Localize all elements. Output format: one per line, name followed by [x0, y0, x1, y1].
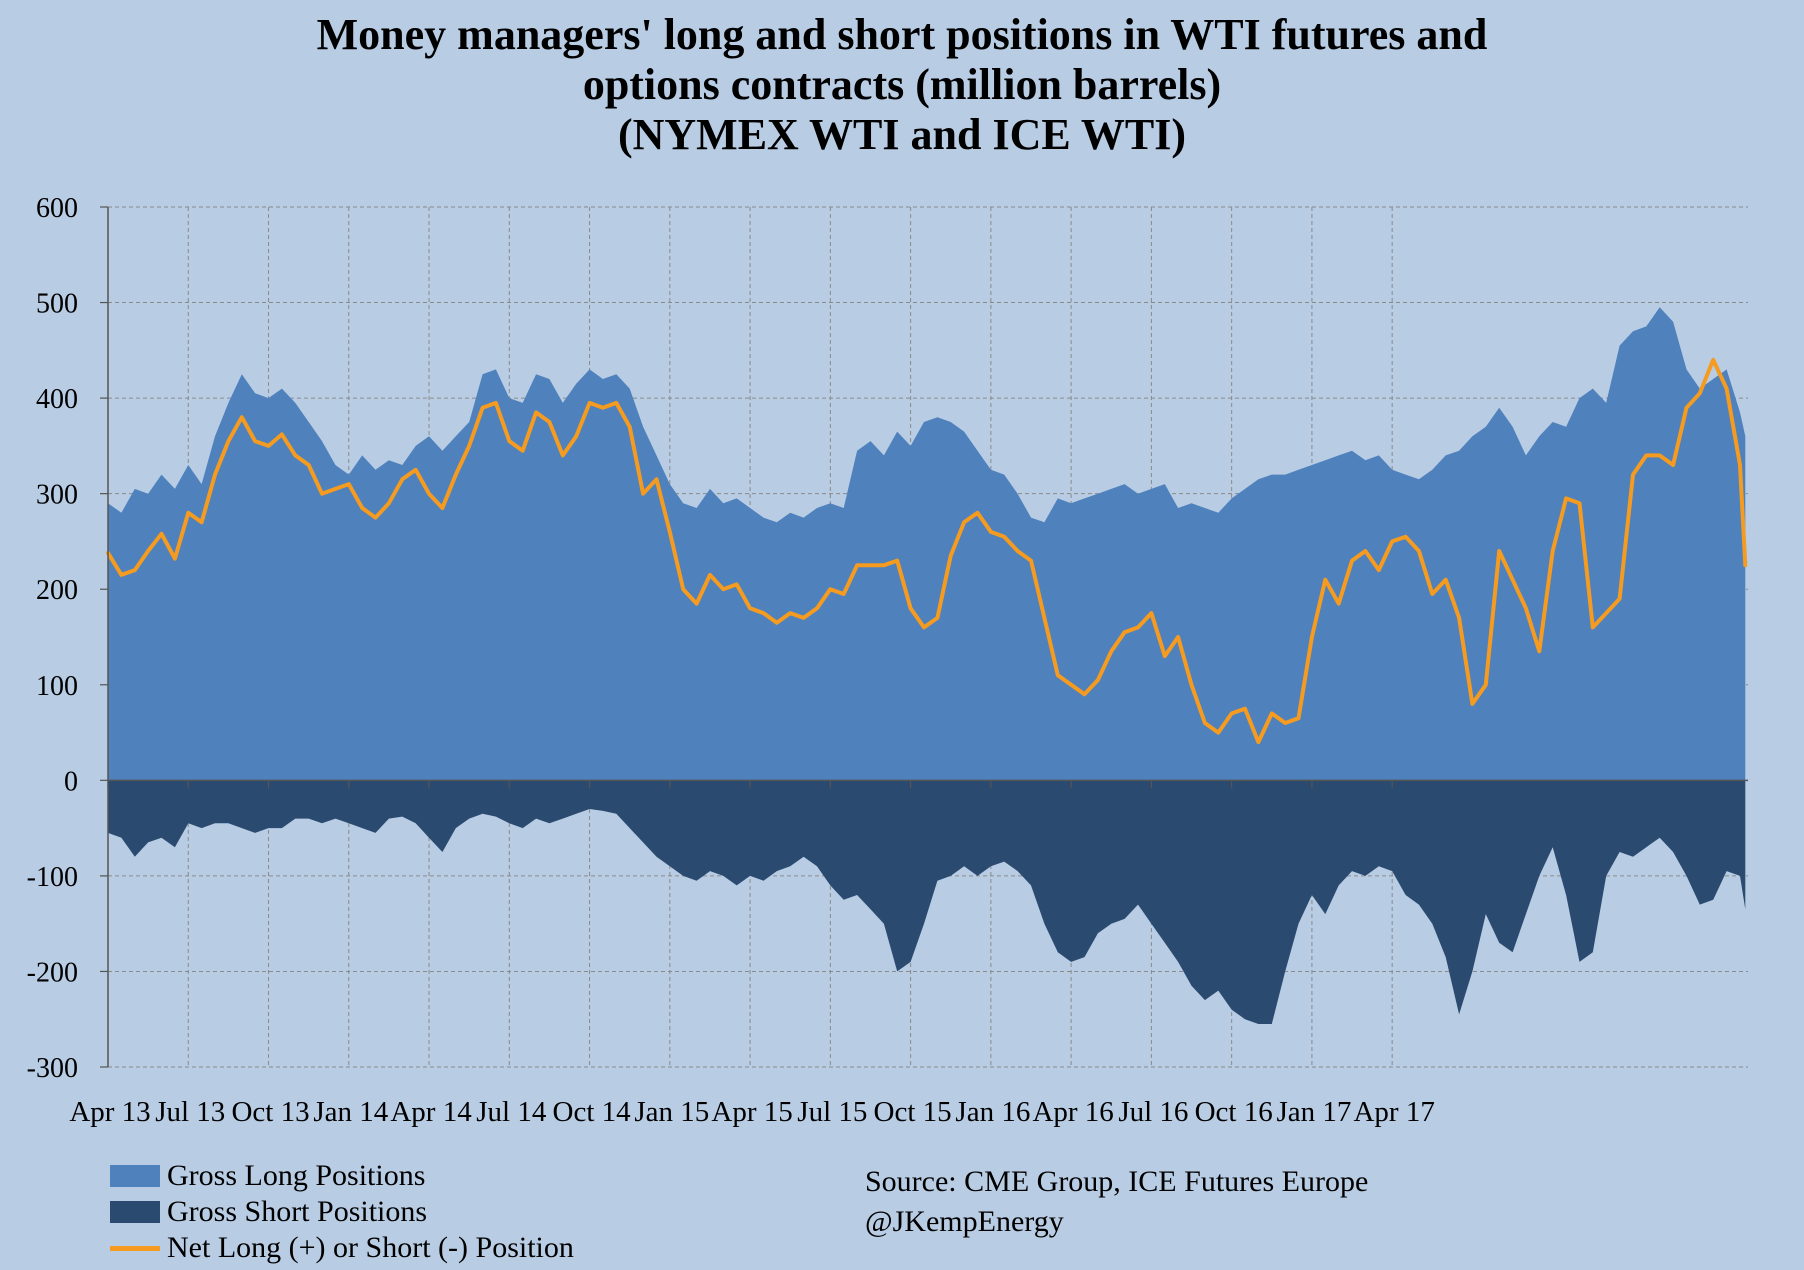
y-axis-tick-labels: 600 500 400 300 200 100 0 -100 -200 -300	[27, 193, 78, 1084]
y-tick-label: 600	[36, 193, 78, 224]
x-tick-label: Jul 15	[797, 1096, 867, 1128]
y-tick-label: 500	[36, 289, 78, 320]
x-axis-tick-labels: Apr 13 Jul 13 Oct 13 Jan 14 Apr 14 Jul 14 Oct …	[69, 1096, 1435, 1128]
x-tick-label: Jan 14	[313, 1096, 388, 1128]
legend-label-gross-short: Gross Short Positions	[167, 1195, 428, 1228]
x-tick-label: Jan 16	[955, 1096, 1030, 1128]
x-tick-label: Apr 14	[390, 1096, 472, 1128]
x-tick-label: Apr 13	[69, 1096, 150, 1128]
series-line-net-long-or-short-position	[106, 357, 1748, 745]
chart-title-line-2: options contracts (million barrels)	[582, 60, 1222, 109]
legend-swatch-gross-short	[110, 1201, 160, 1223]
y-tick-label: -100	[27, 862, 78, 893]
legend-label-gross-long: Gross Long Positions	[167, 1159, 426, 1192]
axes	[100, 206, 1748, 1068]
legend-swatch-gross-long	[110, 1165, 160, 1187]
chart-title-line-1: Money managers' long and short positions…	[316, 10, 1488, 59]
x-tick-label: Oct 15	[874, 1096, 952, 1128]
chart-title: Money managers' long and short positions…	[0, 10, 1804, 160]
y-tick-label: 400	[36, 384, 78, 415]
y-tick-label: 200	[36, 575, 78, 606]
x-tick-label: Jul 13	[155, 1096, 225, 1128]
source-note: Source: CME Group, ICE Futures Europe @J…	[865, 1162, 1368, 1242]
chart-title-line-3: (NYMEX WTI and ICE WTI)	[617, 110, 1187, 159]
author-handle: @JKempEnergy	[865, 1205, 1064, 1238]
series-area-gross-short-positions	[108, 780, 1746, 1024]
x-tick-label: Jul 14	[476, 1096, 547, 1128]
y-tick-label: 0	[64, 766, 78, 797]
y-tick-label: -300	[27, 1053, 78, 1084]
y-tick-label: -200	[27, 957, 78, 988]
y-tick-label: 300	[36, 480, 78, 511]
x-tick-label: Jul 16	[1118, 1096, 1188, 1128]
source-line: Source: CME Group, ICE Futures Europe	[865, 1165, 1369, 1198]
series-area-gross-long-positions	[108, 307, 1746, 781]
x-tick-label: Jan 17	[1276, 1096, 1351, 1128]
x-tick-label: Apr 17	[1353, 1096, 1434, 1128]
y-tick-label: 100	[36, 671, 78, 702]
x-tick-label: Apr 16	[1032, 1096, 1113, 1128]
series-layer	[106, 307, 1748, 1024]
legend-label-net-position: Net Long (+) or Short (-) Position	[167, 1231, 574, 1264]
x-tick-label: Oct 13	[231, 1096, 309, 1128]
legend-line-net-position	[110, 1246, 160, 1251]
x-tick-label: Jan 15	[634, 1096, 709, 1128]
x-tick-label: Apr 15	[711, 1096, 792, 1128]
x-tick-label: Oct 16	[1195, 1096, 1273, 1128]
x-tick-label: Oct 14	[553, 1096, 632, 1128]
